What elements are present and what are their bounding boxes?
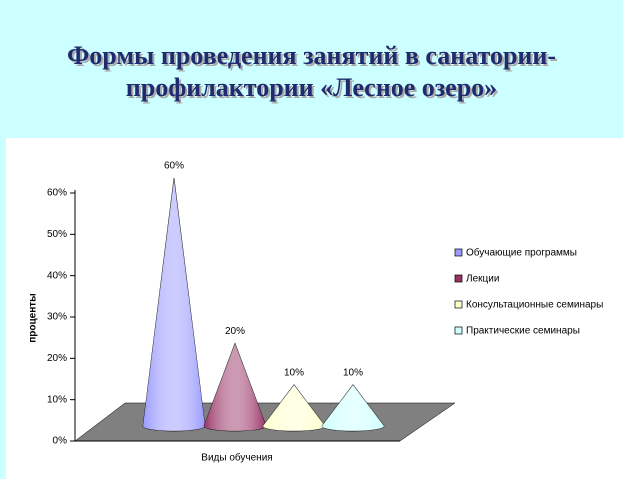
y-tick-label: 20%	[47, 353, 67, 364]
legend-swatch	[454, 300, 463, 309]
floor	[74, 402, 456, 442]
value-label: 60%	[164, 161, 184, 172]
cone	[203, 342, 267, 432]
y-tick-label: 10%	[47, 394, 67, 405]
legend-swatch	[454, 326, 463, 335]
left-strip	[0, 138, 6, 479]
legend-swatch	[454, 274, 463, 283]
value-label: 10%	[343, 367, 363, 378]
x-axis-label: Виды обучения	[201, 452, 272, 464]
y-tick-label: 40%	[47, 270, 67, 281]
y-axis-label: проценты	[28, 293, 39, 342]
legend-label: Консультационные семинары	[466, 300, 603, 311]
legend-label: Обучающие программы	[466, 247, 577, 259]
value-label: 10%	[284, 367, 304, 378]
y-tick-label: 60%	[47, 188, 67, 199]
title-banner	[0, 0, 623, 138]
legend-label: Практические семинары	[466, 326, 580, 337]
cone	[142, 177, 206, 432]
legend-label: Лекции	[466, 274, 499, 285]
value-label: 20%	[225, 326, 245, 337]
y-tick-label: 0%	[53, 436, 68, 447]
y-tick-label: 50%	[47, 229, 67, 240]
y-tick-label: 30%	[47, 312, 67, 323]
title-box: Формы проведения занятий в санатории-про…	[66, 41, 557, 102]
legend-swatch	[454, 248, 463, 257]
chart-title: Формы проведения занятий в санатории-про…	[66, 41, 557, 102]
